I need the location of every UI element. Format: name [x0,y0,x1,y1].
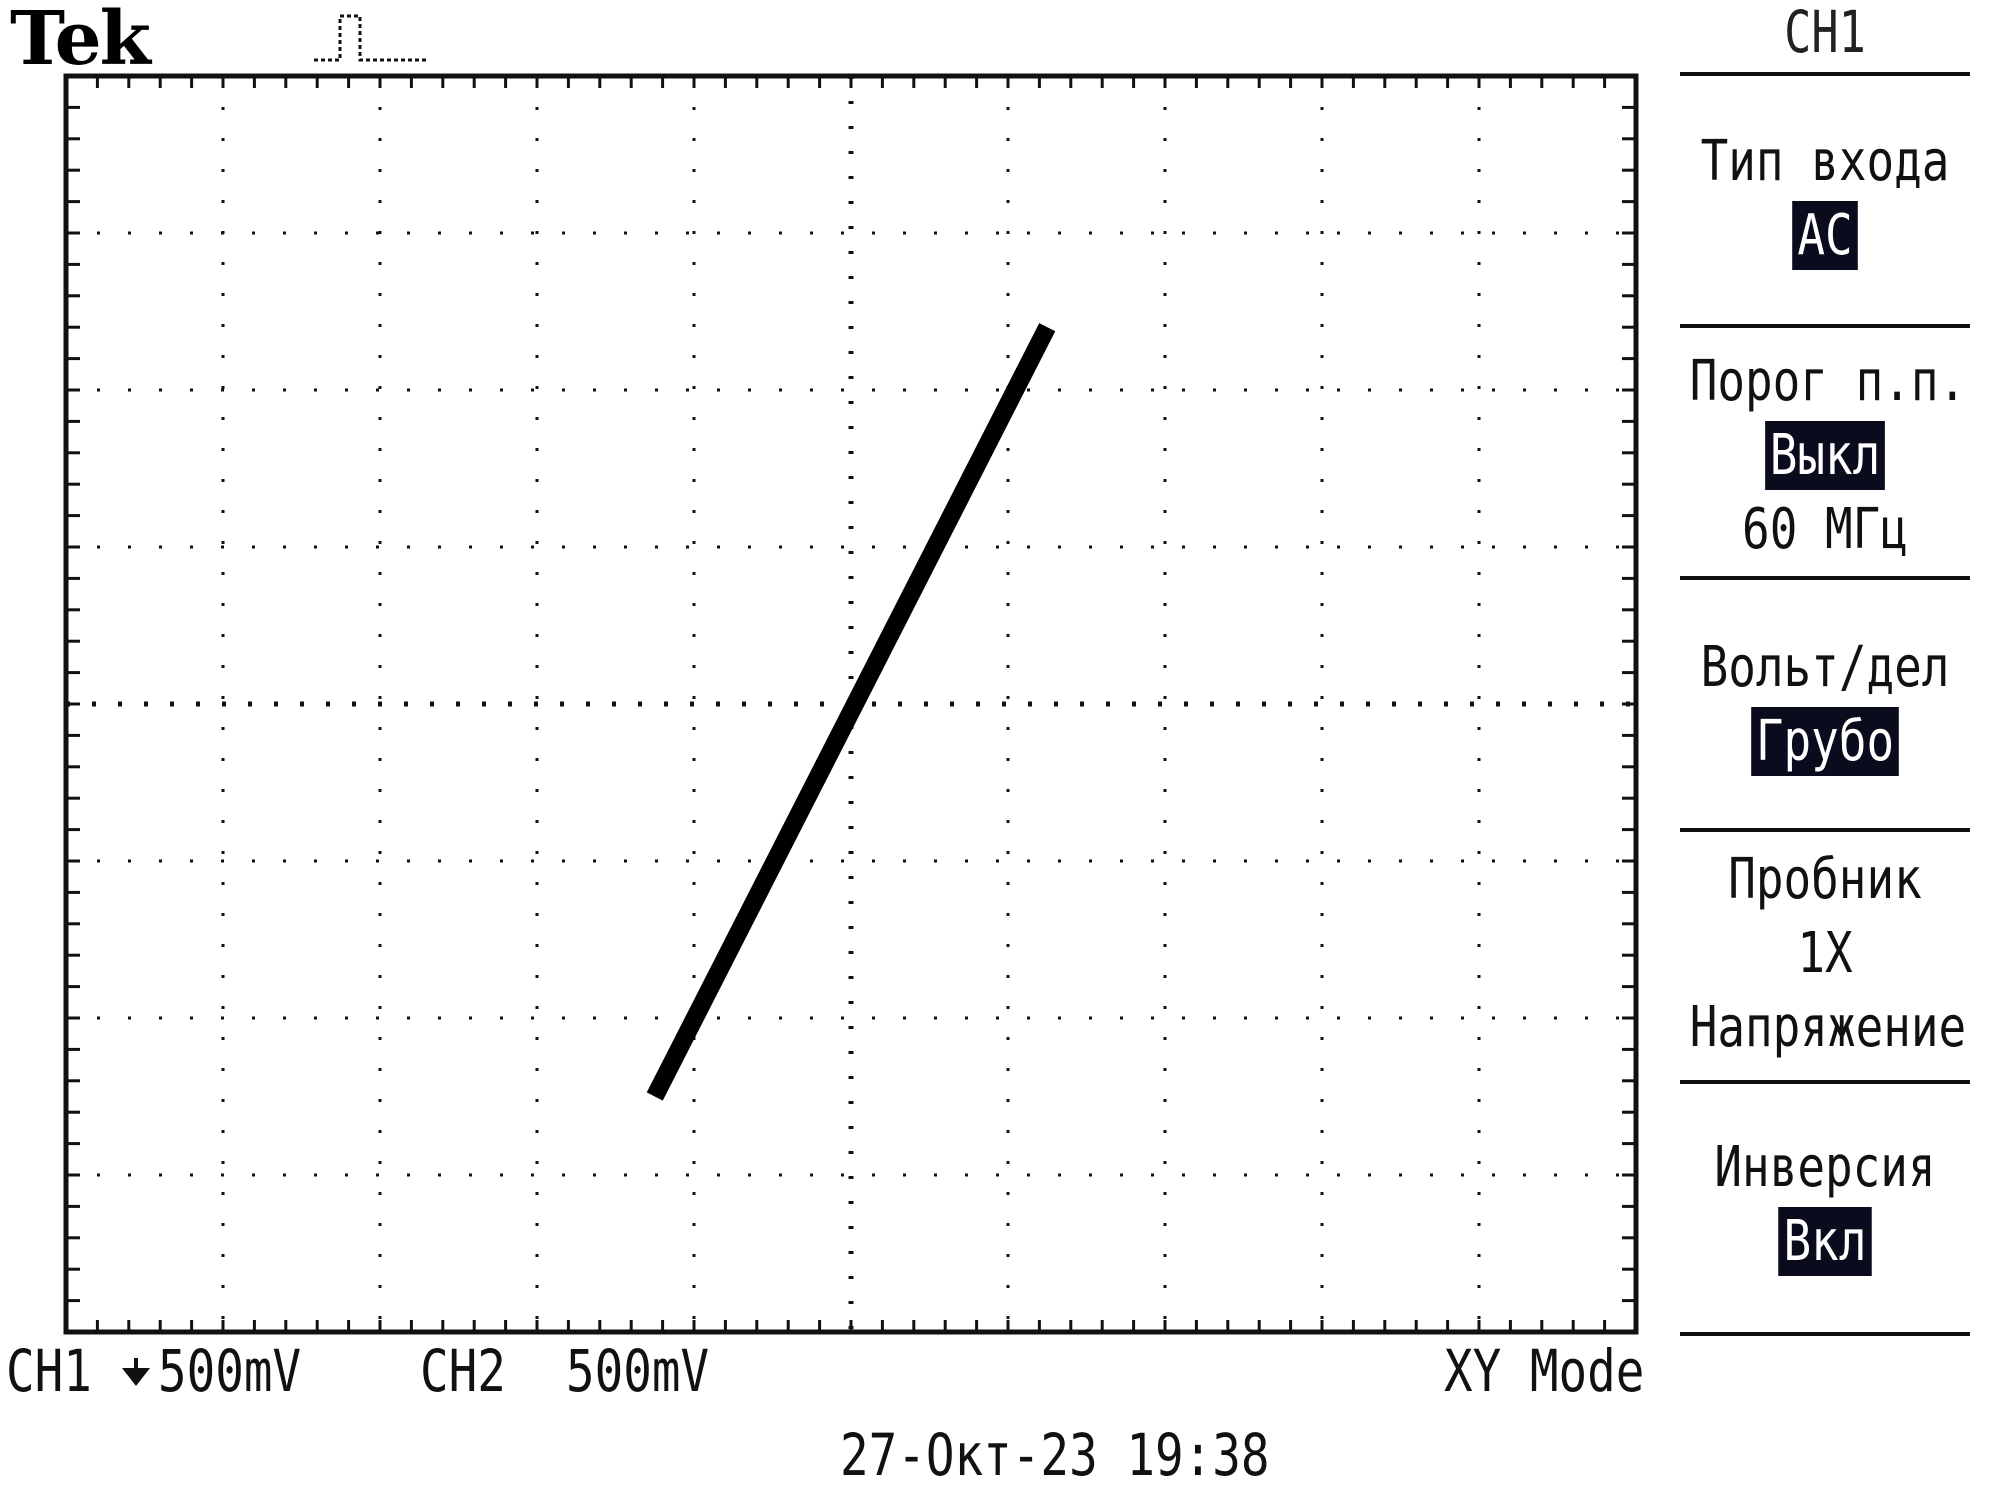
menu-item-value: Грубо [1690,707,1961,776]
menu-divider [1680,72,1970,76]
tek-logo: Tek [10,0,151,82]
ground-marker-icon [122,1358,150,1386]
trigger-pulse-icon [314,14,426,62]
ch1-scale: 500mV [158,1337,302,1405]
mode-indicator: XY Mode [1444,1337,1645,1405]
menu-title-channel: CH1 [1784,0,1866,66]
menu-divider [1680,324,1970,328]
menu-item-label: Пробник [1728,847,1922,912]
ch2-scale: 500mV [566,1337,710,1405]
menu-divider [1680,1332,1970,1336]
menu-item-value: Выкл [1690,421,1961,490]
menu-item-label: Порог п.п. [1689,349,1967,414]
menu-item-value: Вкл [1690,1207,1961,1276]
ch1-label: CH1 [6,1337,92,1405]
xy-trace-layer [646,323,1056,1101]
ch2-label: CH2 [420,1337,506,1405]
menu-divider [1680,828,1970,832]
menu-divider [1680,576,1970,580]
menu-item-label: Инверсия [1714,1135,1936,1200]
menu-item-value: 1X [1797,921,1853,986]
menu-item-label: Тип входа [1700,129,1950,194]
menu-item-extra: Напряжение [1689,995,1967,1060]
menu-divider [1680,1080,1970,1084]
date-time: 27-Окт-23 19:38 [840,1421,1270,1489]
waveform-display[interactable] [0,0,1660,1340]
menu-item-extra: 60 МГц [1742,497,1908,562]
menu-item-label: Вольт/дел [1700,635,1950,700]
xy-trace [646,323,1056,1101]
menu-item-value: AC [1690,201,1961,270]
